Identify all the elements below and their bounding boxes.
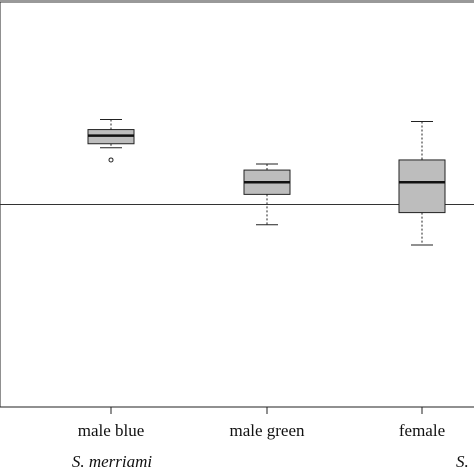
top-border bbox=[0, 0, 474, 3]
group-label: S. merriami bbox=[72, 452, 153, 471]
box bbox=[398, 159, 446, 214]
outlier bbox=[108, 157, 114, 163]
x-tick-label: male blue bbox=[78, 421, 145, 440]
group-label: S. bbox=[456, 452, 469, 471]
x-tick-label: male green bbox=[229, 421, 305, 440]
x-tick-label: female bbox=[399, 421, 445, 440]
